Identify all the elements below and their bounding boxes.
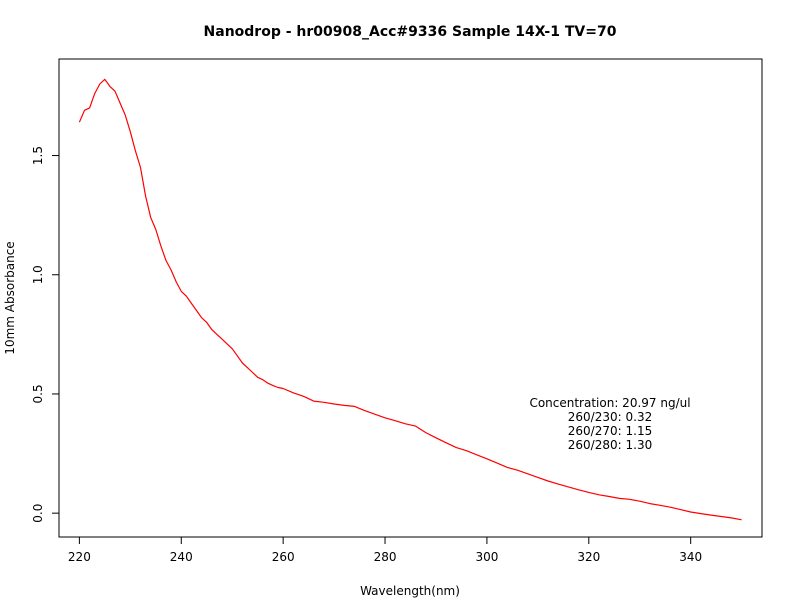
series-line bbox=[78, 78, 742, 521]
y-tick-label: 0.5 bbox=[31, 384, 45, 403]
y-axis: 0.0 0.5 1.0 1.5 bbox=[31, 146, 59, 523]
x-tick-label: 340 bbox=[679, 550, 702, 564]
x-tick-label: 260 bbox=[272, 550, 295, 564]
annotation-line: 260/230: 0.32 bbox=[568, 410, 652, 424]
x-tick-label: 220 bbox=[68, 550, 91, 564]
y-tick-label: 1.0 bbox=[31, 265, 45, 284]
chart-title: Nanodrop - hr00908_Acc#9336 Sample 14X-1… bbox=[204, 24, 617, 40]
plot-frame bbox=[58, 58, 763, 538]
x-tick-label: 320 bbox=[577, 550, 600, 564]
x-axis-label: Wavelength(nm) bbox=[360, 584, 460, 598]
y-tick-label: 0.0 bbox=[31, 504, 45, 523]
annotation-line: 260/270: 1.15 bbox=[568, 424, 652, 438]
annotation-line: Concentration: 20.97 ng/ul bbox=[529, 396, 690, 410]
series-layer bbox=[78, 78, 742, 521]
x-axis: 220 240 260 280 300 320 340 bbox=[68, 537, 702, 564]
x-tick-label: 240 bbox=[170, 550, 193, 564]
annotation-line: 260/280: 1.30 bbox=[568, 438, 652, 452]
y-axis-label: 10mm Absorbance bbox=[3, 241, 17, 354]
x-tick-label: 280 bbox=[374, 550, 397, 564]
x-tick-label: 300 bbox=[475, 550, 498, 564]
y-tick-label: 1.5 bbox=[31, 146, 45, 165]
